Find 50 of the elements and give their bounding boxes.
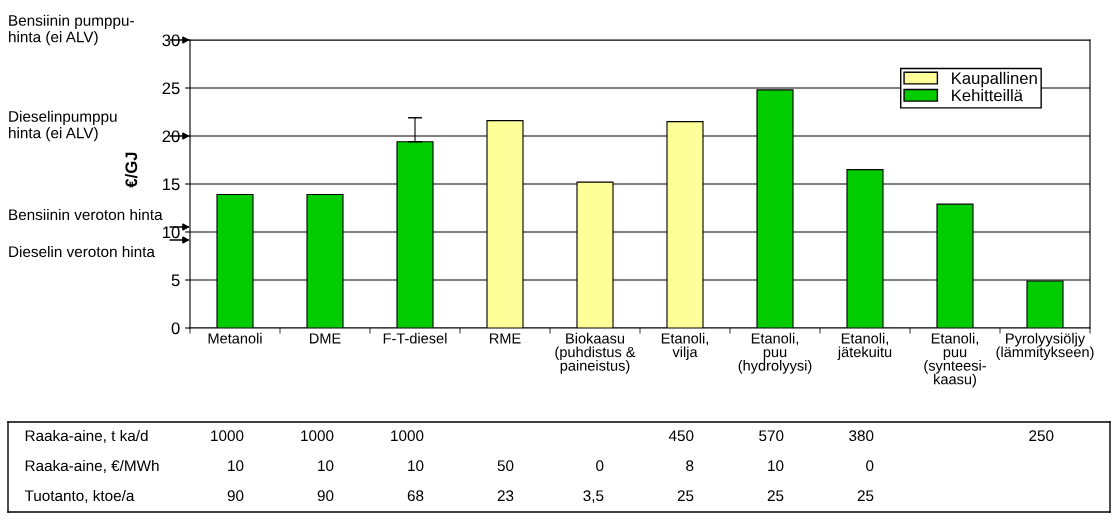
x-tick-label: F-T-diesel bbox=[383, 332, 447, 344]
text: 10 bbox=[768, 460, 784, 472]
y-tick-label: 15 bbox=[163, 178, 180, 191]
text: Dieselinpumppu hinta (ei ALV) bbox=[9, 110, 117, 142]
text: Dieselin veroton hinta bbox=[9, 245, 155, 258]
x-tick-label: Etanoli, puu (synteesi- kaasu) bbox=[924, 332, 986, 388]
y-tick-label: 20 bbox=[162, 130, 180, 143]
text: 90 bbox=[317, 490, 334, 502]
x-tick-label: Pyrolyysiöljy (lämmitykseen) bbox=[996, 332, 1094, 361]
y-tick-label: 25 bbox=[162, 82, 180, 95]
legend-label: Kehitteillä bbox=[952, 89, 1023, 102]
x-tick-label: RME bbox=[489, 333, 521, 344]
text: 25 bbox=[767, 490, 784, 502]
legend-label: Kaupallinen bbox=[952, 71, 1037, 88]
x-tick-label: Metanoli bbox=[208, 332, 262, 344]
y-tick-label: 30 bbox=[162, 34, 180, 47]
category-label: Raaka-aine, €/MWh bbox=[25, 459, 159, 473]
text: 1000 bbox=[301, 430, 334, 442]
text: 25 bbox=[857, 490, 874, 502]
text: 0 bbox=[866, 460, 874, 472]
text: 23 bbox=[497, 490, 514, 502]
text: Bensiinin veroton hinta bbox=[9, 208, 163, 221]
x-tick-label: DME bbox=[309, 333, 341, 344]
text: 1000 bbox=[391, 430, 424, 442]
category-label: Tuotanto, ktoe/a bbox=[24, 489, 135, 503]
text: 50 bbox=[497, 460, 514, 472]
y-axis-title: €/GJ bbox=[124, 152, 138, 188]
text: 25 bbox=[677, 490, 694, 502]
text: 380 bbox=[849, 430, 874, 442]
text: Bensiinin pumppu- hinta (ei ALV) bbox=[9, 14, 134, 46]
text: 570 bbox=[759, 430, 784, 442]
text: 10 bbox=[408, 460, 424, 472]
x-tick-label: Etanoli, puu (hydrolyysi) bbox=[738, 332, 812, 374]
x-tick-label: Etanoli, jätekuitu bbox=[837, 332, 892, 361]
text: 90 bbox=[227, 490, 244, 502]
text: 450 bbox=[668, 430, 694, 442]
category-label: Raaka-aine, t ka/d bbox=[25, 429, 148, 443]
y-tick-label: 5 bbox=[171, 274, 180, 287]
text: 10 bbox=[228, 460, 244, 472]
text: 1000 bbox=[211, 430, 244, 442]
y-tick-label: 10 bbox=[163, 226, 180, 239]
x-tick-label: Biokaasu (puhdistus & paineistus) bbox=[555, 332, 636, 374]
text: 250 bbox=[1029, 430, 1054, 442]
y-tick-label: 0 bbox=[171, 322, 180, 335]
text: 8 bbox=[686, 460, 694, 472]
text: 0 bbox=[596, 460, 604, 472]
text: 3,5 bbox=[583, 490, 604, 503]
text: 68 bbox=[407, 490, 424, 502]
x-tick-label: Etanoli, vilja bbox=[661, 332, 709, 361]
text: 10 bbox=[318, 460, 334, 472]
